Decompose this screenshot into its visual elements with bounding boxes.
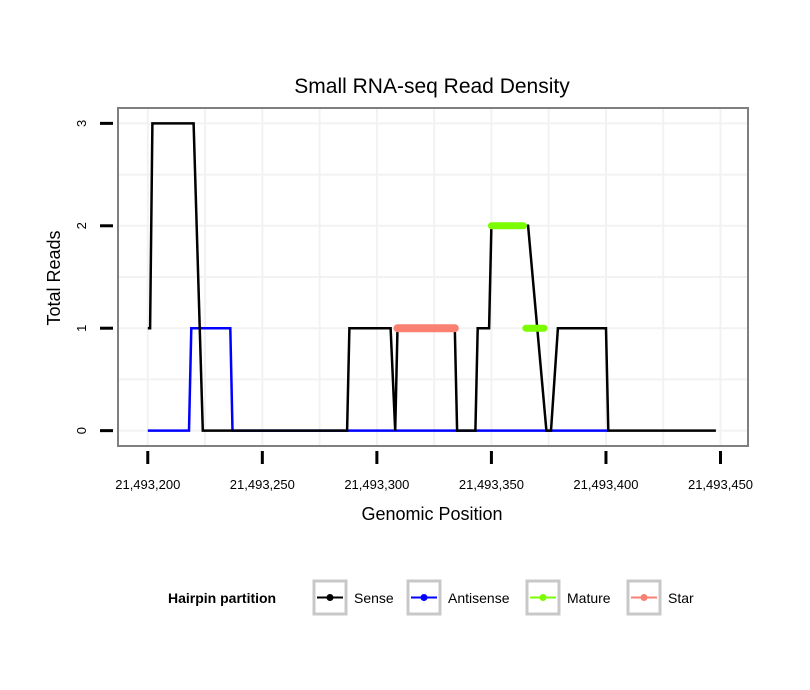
legend-key-point bbox=[640, 594, 648, 601]
axes: 21,493,200 21,493,250 21,493,300 21,493,350… bbox=[74, 120, 753, 492]
series-mature-line bbox=[487, 222, 548, 332]
legend-key-point bbox=[326, 594, 334, 601]
x-tick-label: 21,493,450 bbox=[688, 477, 753, 492]
x-tick-label: 21,493,250 bbox=[230, 477, 295, 492]
x-tick-label: 21,493,200 bbox=[115, 477, 180, 492]
y-tick-label: 1 bbox=[74, 325, 89, 332]
legend-key-point bbox=[539, 594, 547, 601]
series-layer bbox=[147, 122, 716, 432]
x-tick-label: 21,493,300 bbox=[344, 477, 409, 492]
y-tick-label: 0 bbox=[74, 427, 89, 434]
legend-title: Hairpin partition bbox=[168, 590, 276, 606]
x-axis-title: Genomic Position bbox=[361, 504, 502, 524]
x-tick-label: 21,493,400 bbox=[573, 477, 638, 492]
x-tick-label: 21,493,350 bbox=[459, 477, 524, 492]
legend-label-antisense: Antisense bbox=[448, 590, 510, 606]
legend-label-mature: Mature bbox=[567, 590, 611, 606]
legend: Hairpin partition Sense Antisense Mature St… bbox=[168, 579, 694, 616]
series-sense-line bbox=[147, 122, 716, 432]
legend-label-sense: Sense bbox=[354, 590, 394, 606]
legend-label-star: Star bbox=[668, 590, 694, 606]
chart-title: Small RNA-seq Read Density bbox=[294, 75, 570, 98]
y-axis-title: Total Reads bbox=[44, 230, 64, 325]
y-tick-label: 2 bbox=[74, 222, 89, 229]
y-tick-label: 3 bbox=[74, 120, 89, 127]
legend-key-point bbox=[420, 594, 428, 601]
